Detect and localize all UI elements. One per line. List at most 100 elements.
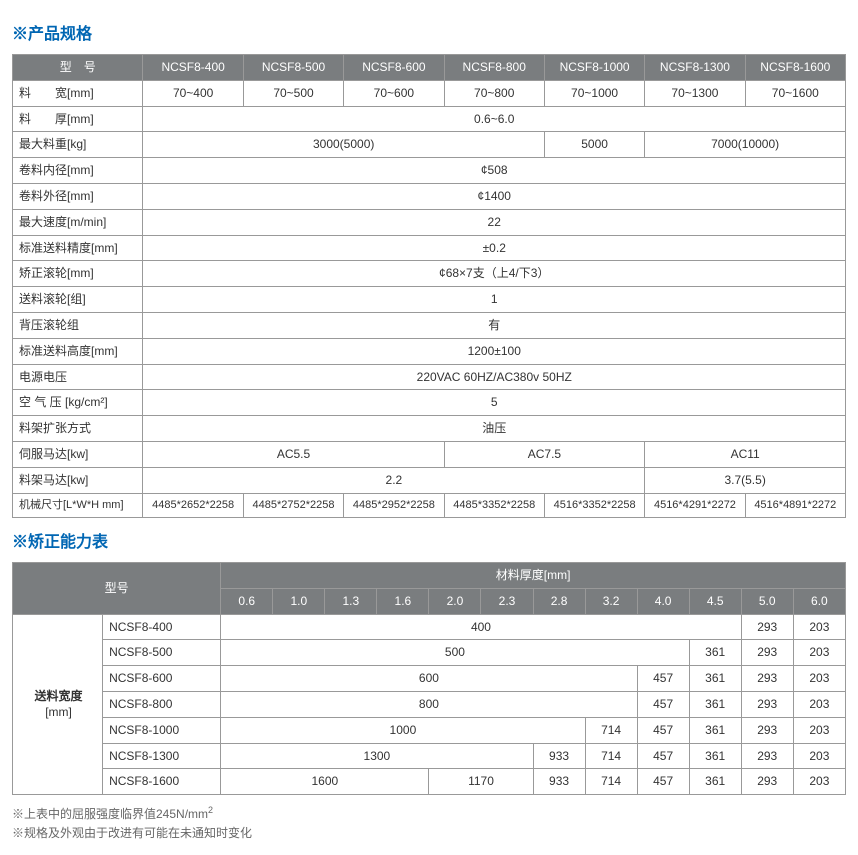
cell: 400 — [221, 614, 741, 640]
cell: 714 — [585, 717, 637, 743]
cell: 203 — [793, 614, 845, 640]
header-cell: NCSF8-600 — [344, 55, 444, 81]
header-cell: NCSF8-800 — [444, 55, 544, 81]
header-cell: NCSF8-1000 — [544, 55, 644, 81]
header-cell: 0.6 — [221, 588, 273, 614]
cell: 361 — [689, 666, 741, 692]
cell-model: NCSF8-600 — [103, 666, 221, 692]
header-model: 型 号 — [13, 55, 143, 81]
table-row: 料架马达[kw] 2.2 3.7(5.5) — [13, 467, 846, 493]
table-row: NCSF8-10001000714457361293203 — [13, 717, 846, 743]
header-cell: 1.3 — [325, 588, 377, 614]
cell: 4485*2752*2258 — [243, 493, 343, 517]
header-cell: NCSF8-400 — [143, 55, 243, 81]
row-label: 卷料外径[mm] — [13, 183, 143, 209]
cell: ¢1400 — [143, 183, 846, 209]
cell: 293 — [741, 743, 793, 769]
cell: 600 — [221, 666, 637, 692]
cell: 293 — [741, 666, 793, 692]
table-row: 料 厚[mm] 0.6~6.0 — [13, 106, 846, 132]
row-label: 卷料内径[mm] — [13, 158, 143, 184]
cell-model: NCSF8-1300 — [103, 743, 221, 769]
table-row: 标准送料精度[mm] ±0.2 — [13, 235, 846, 261]
cell: 4516*4291*2272 — [645, 493, 745, 517]
table-row: 伺服马达[kw] AC5.5 AC7.5 AC11 — [13, 441, 846, 467]
cell: 1300 — [221, 743, 533, 769]
table-row: 型 号 NCSF8-400 NCSF8-500 NCSF8-600 NCSF8-… — [13, 55, 846, 81]
cell: AC5.5 — [143, 441, 444, 467]
footnote-change: ※规格及外观由于改进有可能在未通知时变化 — [12, 824, 846, 841]
cell: 203 — [793, 691, 845, 717]
cell: 5000 — [544, 132, 644, 158]
cell: 293 — [741, 614, 793, 640]
cell: 1200±100 — [143, 338, 846, 364]
header-thickness: 材料厚度[mm] — [221, 562, 846, 588]
spec-table: 型 号 NCSF8-400 NCSF8-500 NCSF8-600 NCSF8-… — [12, 54, 846, 518]
table-row: 料架扩张方式 油压 — [13, 416, 846, 442]
cell: 22 — [143, 209, 846, 235]
footnote-yield: ※上表中的屈服强度临界值245N/mm2 — [12, 805, 846, 822]
cell: 7000(10000) — [645, 132, 846, 158]
cell: 203 — [793, 743, 845, 769]
header-cell: 2.0 — [429, 588, 481, 614]
cell: ¢508 — [143, 158, 846, 184]
row-label: 料 宽[mm] — [13, 80, 143, 106]
header-cell: 5.0 — [741, 588, 793, 614]
cell: 70~400 — [143, 80, 243, 106]
cell: 361 — [689, 691, 741, 717]
table-row: 最大料重[kg] 3000(5000) 5000 7000(10000) — [13, 132, 846, 158]
cell: 油压 — [143, 416, 846, 442]
table-row: 空 气 压 [kg/cm²] 5 — [13, 390, 846, 416]
header-cell: 1.0 — [273, 588, 325, 614]
header-cell: 4.0 — [637, 588, 689, 614]
capacity-table: 型号 材料厚度[mm] 0.61.01.31.62.02.32.83.24.04… — [12, 562, 846, 795]
cell: 4485*3352*2258 — [444, 493, 544, 517]
cell: 4485*2652*2258 — [143, 493, 243, 517]
row-label: 伺服马达[kw] — [13, 441, 143, 467]
feed-width-label: 送料宽度[mm] — [13, 614, 103, 795]
cell: 有 — [143, 312, 846, 338]
table-row: 电源电压 220VAC 60HZ/AC380v 50HZ — [13, 364, 846, 390]
row-label: 空 气 压 [kg/cm²] — [13, 390, 143, 416]
cell: 3000(5000) — [143, 132, 544, 158]
cell: 457 — [637, 666, 689, 692]
cell: 4516*4891*2272 — [745, 493, 845, 517]
header-cell: NCSF8-500 — [243, 55, 343, 81]
cell: 1 — [143, 287, 846, 313]
cell: 361 — [689, 743, 741, 769]
header-cell: NCSF8-1600 — [745, 55, 845, 81]
cell: 70~500 — [243, 80, 343, 106]
cell: 0.6~6.0 — [143, 106, 846, 132]
row-label: 料 厚[mm] — [13, 106, 143, 132]
cell: AC7.5 — [444, 441, 645, 467]
header-cell: 4.5 — [689, 588, 741, 614]
cell-model: NCSF8-1000 — [103, 717, 221, 743]
row-label: 料架扩张方式 — [13, 416, 143, 442]
cell: 2.2 — [143, 467, 645, 493]
cell: 4516*3352*2258 — [544, 493, 644, 517]
cell: 70~600 — [344, 80, 444, 106]
table-row: 送料滚轮[组] 1 — [13, 287, 846, 313]
table-row: 型号 材料厚度[mm] — [13, 562, 846, 588]
cell: AC11 — [645, 441, 846, 467]
cell-model: NCSF8-800 — [103, 691, 221, 717]
row-label: 背压滚轮组 — [13, 312, 143, 338]
cell: 293 — [741, 717, 793, 743]
footnote-sup: 2 — [208, 805, 213, 815]
cell: 293 — [741, 640, 793, 666]
cell: 1000 — [221, 717, 585, 743]
cell: 361 — [689, 717, 741, 743]
header-cell: 1.6 — [377, 588, 429, 614]
cell-model: NCSF8-400 — [103, 614, 221, 640]
cell: 203 — [793, 666, 845, 692]
cell: 361 — [689, 640, 741, 666]
cell: 933 — [533, 743, 585, 769]
cell: 457 — [637, 743, 689, 769]
row-label: 最大速度[m/min] — [13, 209, 143, 235]
table-row: 卷料内径[mm] ¢508 — [13, 158, 846, 184]
cell: ±0.2 — [143, 235, 846, 261]
table-row: NCSF8-800800457361293203 — [13, 691, 846, 717]
footnote-text: ※上表中的屈服强度临界值245N/mm — [12, 807, 208, 821]
cell: 800 — [221, 691, 637, 717]
cell: 293 — [741, 691, 793, 717]
